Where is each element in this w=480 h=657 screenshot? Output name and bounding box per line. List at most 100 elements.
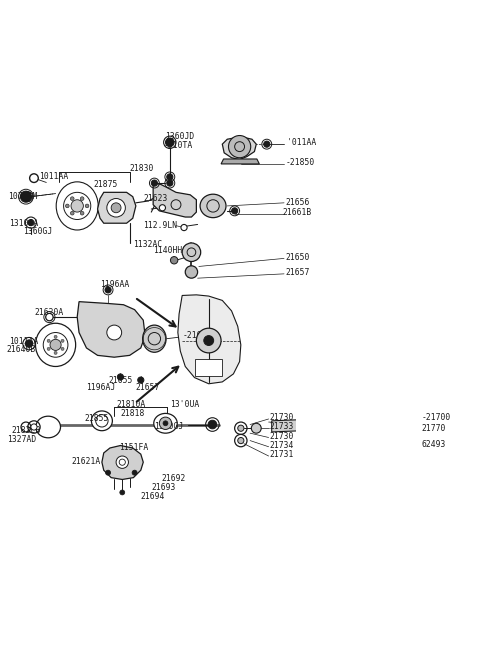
Text: 21657: 21657	[285, 268, 310, 277]
Circle shape	[24, 194, 31, 200]
Circle shape	[107, 325, 121, 340]
Polygon shape	[382, 411, 407, 438]
Text: 13'0UA: 13'0UA	[170, 400, 199, 409]
Circle shape	[228, 135, 251, 158]
Text: 21661B: 21661B	[283, 208, 312, 217]
Text: -21700: -21700	[421, 413, 450, 422]
Text: 62493: 62493	[421, 440, 445, 449]
Circle shape	[132, 470, 137, 475]
Polygon shape	[102, 445, 143, 480]
Circle shape	[85, 204, 89, 208]
Text: 1360GJ: 1360GJ	[24, 227, 53, 237]
Text: 2182CB: 2182CB	[11, 426, 40, 435]
Circle shape	[54, 335, 57, 338]
Circle shape	[20, 191, 32, 202]
Circle shape	[185, 266, 198, 278]
Circle shape	[65, 204, 69, 208]
Circle shape	[159, 205, 166, 211]
Circle shape	[151, 180, 157, 186]
Circle shape	[107, 198, 125, 217]
Polygon shape	[77, 302, 145, 357]
Text: 21875: 21875	[94, 181, 118, 189]
Text: 1011AA: 1011AA	[9, 336, 38, 346]
Text: 1196AA: 1196AA	[100, 281, 129, 290]
Text: 1327AD: 1327AD	[7, 435, 36, 444]
Circle shape	[163, 421, 168, 426]
Text: 21692: 21692	[162, 474, 186, 484]
Polygon shape	[153, 183, 196, 217]
Text: -21850: -21850	[285, 158, 314, 167]
Text: 21655: 21655	[108, 376, 132, 384]
Circle shape	[182, 243, 201, 261]
Circle shape	[46, 313, 53, 321]
Circle shape	[395, 444, 399, 449]
Circle shape	[50, 339, 61, 350]
Circle shape	[231, 208, 238, 214]
Circle shape	[80, 212, 84, 215]
Text: 21770: 21770	[421, 424, 445, 433]
Text: 21657: 21657	[136, 383, 160, 392]
Polygon shape	[178, 295, 241, 384]
Circle shape	[238, 438, 244, 443]
Circle shape	[61, 339, 64, 342]
Text: 21623: 21623	[143, 194, 168, 203]
Text: 1360GJ: 1360GJ	[155, 422, 184, 432]
Circle shape	[31, 424, 37, 430]
Circle shape	[105, 287, 111, 293]
Text: -21622A: -21622A	[183, 331, 217, 340]
Circle shape	[43, 332, 68, 357]
Text: 21656: 21656	[285, 198, 310, 208]
Text: 21694: 21694	[141, 491, 165, 501]
Text: 112.9LN: 112.9LN	[143, 221, 178, 230]
Circle shape	[181, 225, 187, 231]
Circle shape	[252, 423, 261, 433]
Text: 21620A: 21620A	[34, 307, 63, 317]
Circle shape	[71, 197, 74, 200]
Text: 21818: 21818	[120, 409, 145, 418]
Text: '011AA: '011AA	[287, 139, 316, 147]
Ellipse shape	[200, 194, 226, 217]
Circle shape	[170, 257, 178, 264]
Text: 1151FA: 1151FA	[119, 443, 148, 453]
Circle shape	[47, 348, 50, 350]
Circle shape	[30, 174, 38, 183]
Text: 21733: 21733	[270, 422, 294, 432]
Circle shape	[71, 212, 74, 215]
Text: 1076AM: 1076AM	[8, 192, 37, 201]
Circle shape	[25, 340, 33, 348]
Ellipse shape	[154, 413, 177, 433]
Text: 21855: 21855	[84, 414, 108, 423]
Text: 1011AA: 1011AA	[39, 171, 68, 181]
Text: 1140HH: 1140HH	[153, 246, 182, 255]
Circle shape	[159, 417, 172, 430]
Circle shape	[61, 348, 64, 350]
Circle shape	[116, 456, 129, 468]
Circle shape	[166, 138, 174, 147]
Text: 21730: 21730	[270, 413, 294, 422]
Text: 21734: 21734	[270, 441, 294, 450]
Text: 21693: 21693	[151, 483, 176, 492]
Text: -310TA: -310TA	[164, 141, 193, 150]
Text: 21810A: 21810A	[116, 400, 145, 409]
Polygon shape	[221, 159, 259, 164]
Circle shape	[111, 203, 121, 213]
Circle shape	[80, 197, 84, 200]
Polygon shape	[272, 419, 386, 433]
Ellipse shape	[91, 411, 112, 431]
Circle shape	[64, 193, 91, 219]
Ellipse shape	[36, 323, 76, 367]
Circle shape	[106, 470, 110, 475]
Text: 1196AJ: 1196AJ	[86, 383, 116, 392]
Circle shape	[47, 339, 50, 342]
Circle shape	[167, 180, 173, 186]
Text: 21730: 21730	[270, 432, 294, 441]
Polygon shape	[194, 359, 222, 376]
Ellipse shape	[36, 416, 60, 438]
Ellipse shape	[143, 325, 166, 352]
Circle shape	[208, 420, 217, 429]
Circle shape	[54, 351, 57, 354]
Ellipse shape	[56, 182, 98, 230]
Circle shape	[196, 328, 221, 353]
Text: 21650: 21650	[285, 253, 310, 261]
Circle shape	[138, 377, 144, 383]
